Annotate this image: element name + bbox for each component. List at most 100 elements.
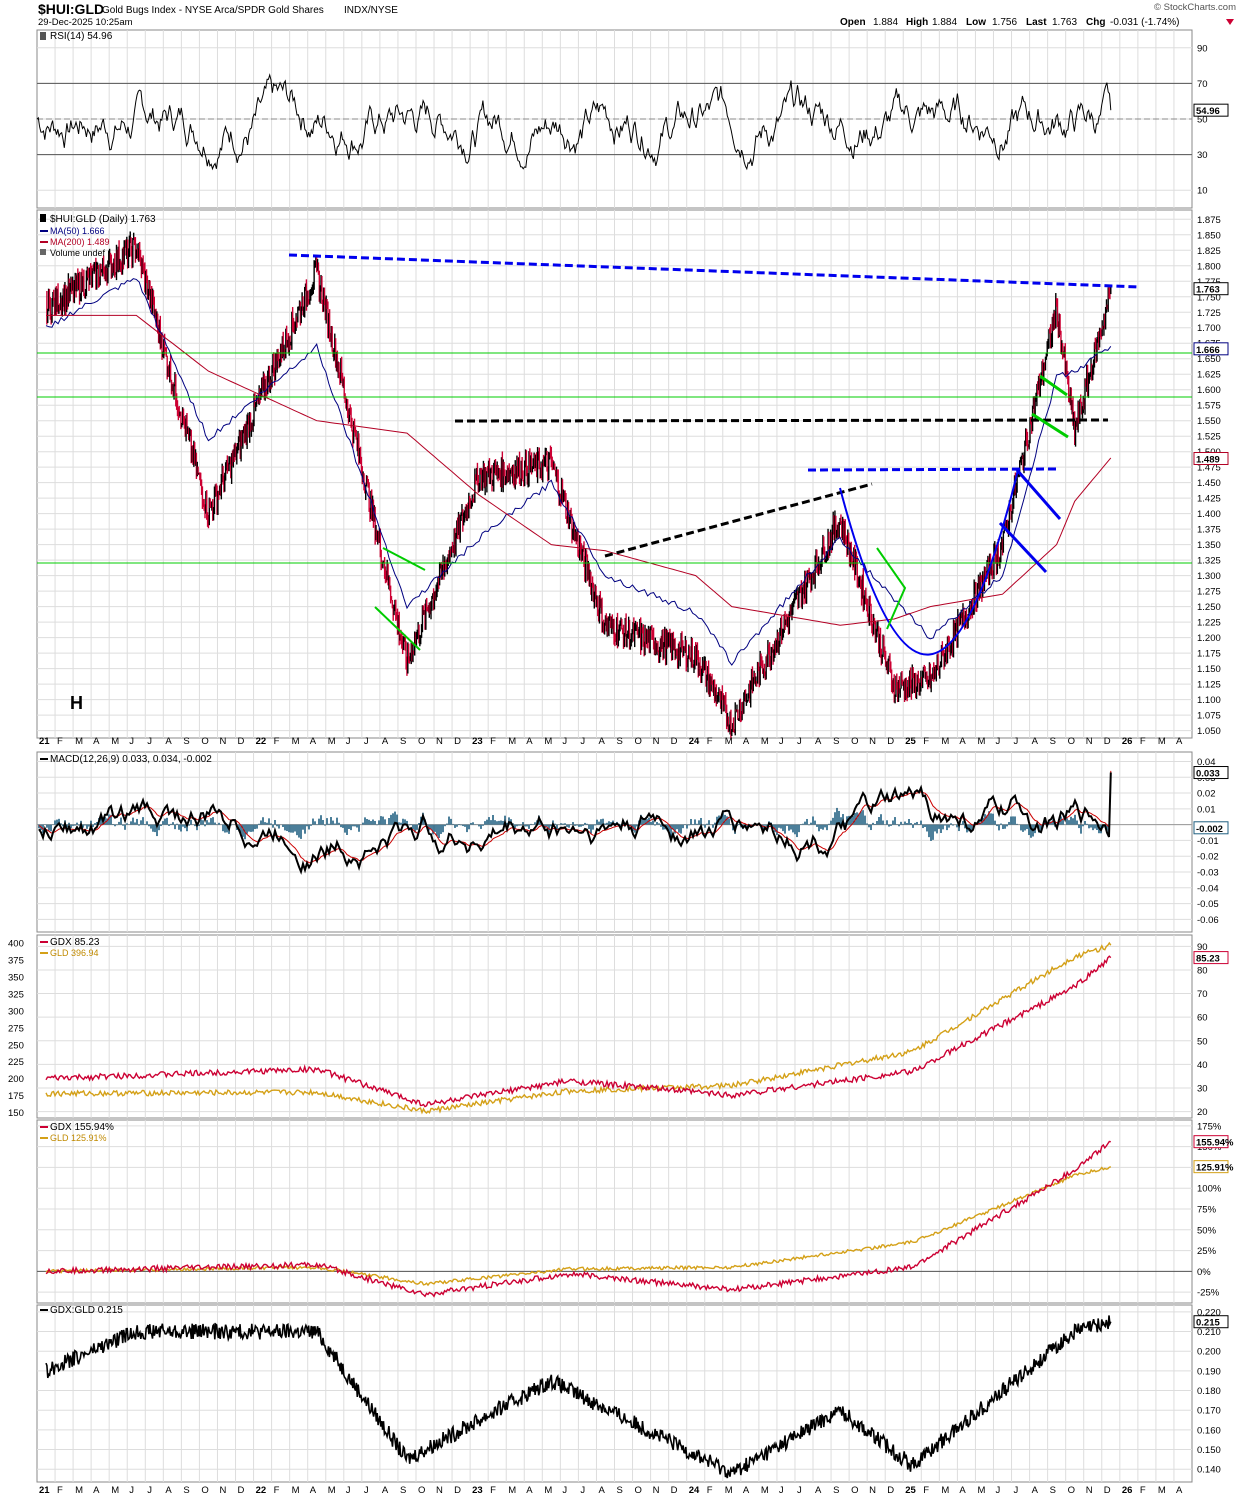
price-tick-label: 1.750: [1197, 292, 1221, 303]
x-tick-label: J: [364, 1485, 369, 1496]
x-tick-label: A: [310, 736, 317, 747]
x-tick-label: S: [1050, 736, 1056, 747]
price-tick-label: 1.425: [1197, 494, 1221, 505]
gld-tick-label: 325: [8, 989, 24, 1000]
price-tick-label: 1.400: [1197, 509, 1221, 520]
price-tick-label: 1.050: [1197, 726, 1221, 737]
x-tick-label: D: [887, 736, 894, 747]
x-tick-label: N: [869, 736, 876, 747]
perf-tick-label: 100%: [1197, 1184, 1222, 1195]
x-axes: 21 F M A M J J A S O N D 22 F M A M J J A S O N D 23 F M A M J J A S O N D 2…: [39, 736, 1183, 1496]
x-tick-label: M: [725, 736, 733, 747]
x-tick-label: F: [923, 1485, 929, 1496]
price-tick-label: 1.600: [1197, 385, 1221, 396]
x-tick-label: F: [274, 736, 280, 747]
timestamp: 29-Dec-2025 10:25am: [38, 17, 133, 28]
x-tick-label: M: [977, 736, 985, 747]
price-tick-label: 1.100: [1197, 695, 1221, 706]
gdx-price-badge-box: [1193, 951, 1229, 965]
price-tick-label: 1.800: [1197, 261, 1221, 272]
x-tick-label: J: [797, 736, 802, 747]
x-tick-label: A: [743, 736, 750, 747]
x-tick-label: A: [310, 1485, 317, 1496]
x-tick-label: N: [1086, 736, 1093, 747]
upper-blue-trendline: [288, 253, 1141, 289]
x-tick-label: D: [671, 1485, 678, 1496]
macd-line: [38, 772, 1112, 875]
x-tick-label: O: [851, 1485, 858, 1496]
x-tick-label: M: [761, 736, 769, 747]
x-tick-label: J: [779, 1485, 784, 1496]
high-label: High: [906, 17, 928, 28]
x-tick-label: A: [165, 1485, 172, 1496]
ma50-badge-box: [1193, 342, 1229, 356]
x-tick-label: A: [598, 1485, 605, 1496]
gdx-gld-ratio-line: [45, 1315, 1112, 1479]
ratio-badge-box: [1193, 1315, 1229, 1329]
value-badges: 54.96 1.763 1.666 1.489 0.033 -0.002 85.23 155.…: [1193, 103, 1234, 1329]
chg-label: Chg: [1086, 17, 1105, 28]
perf-tick-label: 50%: [1197, 1225, 1217, 1236]
x-tick-label: 25: [905, 736, 916, 747]
blue-flag-marks: [998, 469, 1062, 574]
x-tick-label: O: [635, 1485, 642, 1496]
rising-black-trendline: [604, 482, 873, 558]
x-tick-label: J: [346, 736, 351, 747]
x-tick-label: N: [219, 1485, 226, 1496]
x-tick-label: O: [201, 1485, 208, 1496]
x-tick-label: N: [653, 736, 660, 747]
price-tick-label: 1.075: [1197, 711, 1221, 722]
gld-tick-label: 250: [8, 1040, 24, 1051]
watermark: © StockCharts.com: [1154, 2, 1236, 13]
gdx-price-badge: 85.23: [1196, 954, 1220, 965]
x-tick-label: M: [725, 1485, 733, 1496]
x-tick-label: A: [1176, 1485, 1183, 1496]
x-tick-label: F: [1140, 736, 1146, 747]
x-tick-label: A: [382, 736, 389, 747]
x-tick-label: D: [454, 1485, 461, 1496]
ratio-tick-label: 0.140: [1197, 1465, 1221, 1476]
green-flag-marks: [374, 374, 1069, 651]
green-flag-mark: [1039, 374, 1068, 397]
x-tick-label: A: [815, 736, 822, 747]
x-tick-label: M: [75, 736, 83, 747]
x-tick-label: M: [328, 1485, 336, 1496]
x-tick-label: M: [544, 736, 552, 747]
gld-perf-line: [45, 1166, 1112, 1287]
x-tick-label: A: [815, 1485, 822, 1496]
gdx-tick-label: 50: [1197, 1036, 1208, 1047]
x-tick-label: F: [707, 1485, 713, 1496]
price-badge: 1.763: [1196, 285, 1220, 296]
x-tick-label: M: [111, 1485, 119, 1496]
x-tick-label: J: [580, 1485, 585, 1496]
gdx-tick-label: 30: [1197, 1084, 1208, 1095]
macd-tick-label: -0.06: [1197, 915, 1219, 926]
gld-tick-label: 175: [8, 1091, 24, 1102]
x-tick-label: J: [797, 1485, 802, 1496]
price-series-icon: [40, 214, 46, 222]
ratio-badge: 0.215: [1196, 1318, 1220, 1329]
x-tick-label: A: [1176, 736, 1183, 747]
low-label: Low: [966, 17, 986, 28]
x-tick-label: A: [165, 736, 172, 747]
ratio-tick-label: 0.160: [1197, 1425, 1221, 1436]
ratio-tick-label: 0.170: [1197, 1406, 1221, 1417]
gdx-tick-label: 40: [1197, 1060, 1208, 1071]
ma200-line: [46, 314, 1112, 626]
gld-tick-label: 225: [8, 1057, 24, 1068]
ratio-tick-label: 0.180: [1197, 1386, 1221, 1397]
x-tick-label: N: [436, 1485, 443, 1496]
ma50-line: [45, 278, 1112, 666]
rsi-badge: 54.96: [1196, 106, 1220, 117]
x-tick-label: J: [562, 1485, 567, 1496]
rsi-series-line: [36, 73, 1112, 171]
x-tick-label: D: [1104, 736, 1111, 747]
price-tick-label: 1.850: [1197, 230, 1221, 241]
ratio-tick-label: 0.190: [1197, 1366, 1221, 1377]
x-tick-label: O: [1068, 736, 1075, 747]
price-tick-label: 1.200: [1197, 633, 1221, 644]
x-tick-label: A: [1032, 1485, 1039, 1496]
gld-tick-label: 300: [8, 1006, 24, 1017]
x-tick-label: O: [418, 1485, 425, 1496]
gdx-price-line: [45, 955, 1112, 1108]
